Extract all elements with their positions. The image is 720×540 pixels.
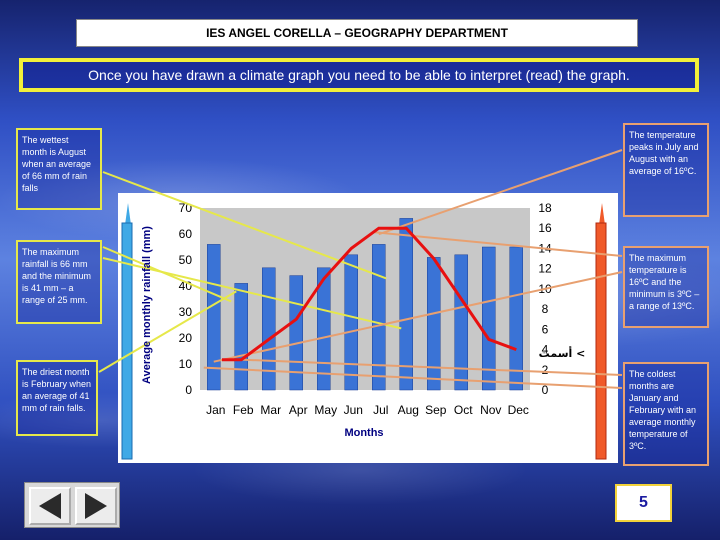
x-tick-label: Feb — [233, 403, 254, 417]
pointer-line-8 — [241, 358, 623, 376]
y-tick-label: 10 — [179, 357, 193, 371]
y2-tick-label: 16 — [538, 221, 552, 235]
header-title: IES ANGEL CORELLA – GEOGRAPHY DEPARTMENT — [206, 26, 508, 40]
navigation-controls — [24, 482, 120, 528]
rainfall-bar-oct — [454, 254, 468, 391]
x-tick-label: Apr — [289, 403, 308, 417]
x-tick-label: Aug — [398, 403, 419, 417]
rainfall-bar-dec — [509, 246, 523, 391]
pointer-line-9 — [203, 366, 623, 389]
rainfall-bar-nov — [482, 246, 496, 391]
note-coldest-text: The coldest months are January and Febru… — [629, 369, 697, 451]
y-tick-label: 20 — [179, 331, 193, 345]
y-tick-label: 50 — [179, 253, 193, 267]
rainfall-bar-jan — [207, 244, 221, 391]
note-wettest-text: The wettest month is August when an aver… — [22, 135, 92, 193]
x-tick-label: Oct — [454, 403, 473, 417]
rainfall-bar-aug — [399, 218, 413, 391]
note-temp-range-text: The maximum temperature is 16ºC and the … — [629, 253, 700, 311]
triangle-right-icon — [85, 493, 107, 519]
x-tick-label: May — [314, 403, 337, 417]
temp-thermometer-icon — [595, 203, 607, 460]
note-temp-peak: The temperature peaks in July and August… — [623, 123, 709, 217]
y-axis-label: Average monthly rainfall (mm) — [141, 226, 153, 384]
pointer-line-2 — [102, 246, 232, 303]
page-number-text: 5 — [639, 494, 648, 511]
pointer-line-7 — [213, 271, 623, 363]
note-driest-text: The driest month is February when an ave… — [22, 367, 92, 413]
y2-tick-label: 8 — [542, 302, 549, 316]
note-temp-peak-text: The temperature peaks in July and August… — [629, 130, 699, 176]
y2-tick-label: 6 — [542, 322, 549, 336]
instruction-banner: Once you have drawn a climate graph you … — [19, 58, 699, 92]
y-tick-label: 60 — [179, 227, 193, 241]
x-tick-label: Jun — [344, 403, 363, 417]
rainfall-bar-jun — [344, 254, 358, 391]
rainfall-bar-jul — [372, 244, 386, 391]
pointer-line-4 — [98, 290, 237, 373]
y2-tick-label: 12 — [538, 262, 552, 276]
y2-axis-label: أسمت < — [539, 346, 586, 360]
y-tick-label: 0 — [185, 383, 192, 397]
month-labels: Jan Feb Mar Apr May Jun Jul Aug Sep Oct Nov Dec — [206, 403, 529, 417]
y-tick-label: 30 — [179, 305, 193, 319]
note-rain-range-text: The maximum rainfall is 66 mm and the mi… — [22, 247, 92, 305]
page-header: IES ANGEL CORELLA – GEOGRAPHY DEPARTMENT — [76, 19, 638, 47]
plot-area — [200, 208, 530, 390]
x-tick-label: Nov — [480, 403, 501, 417]
x-tick-label: Jul — [373, 403, 388, 417]
y2-tick-label: 4 — [542, 343, 549, 357]
right-axis-ticks: 024681012141618 — [538, 201, 552, 397]
previous-button[interactable] — [29, 487, 71, 525]
note-rain-range: The maximum rainfall is 66 mm and the mi… — [16, 240, 102, 324]
page-number: 5 — [615, 484, 672, 522]
y2-tick-label: 18 — [538, 201, 552, 215]
rainfall-bar-sep — [427, 257, 441, 391]
rainfall-bar-may — [317, 267, 331, 391]
pointer-line-3 — [102, 257, 402, 330]
x-tick-label: Dec — [508, 403, 529, 417]
y2-tick-label: 0 — [542, 383, 549, 397]
pointer-line-6 — [374, 231, 623, 257]
x-tick-label: Jan — [206, 403, 225, 417]
x-axis-label: Months — [344, 427, 383, 439]
next-button[interactable] — [75, 487, 117, 525]
note-temp-range: The maximum temperature is 16ºC and the … — [623, 246, 709, 328]
pointer-line-5 — [378, 149, 623, 236]
x-tick-label: Sep — [425, 403, 447, 417]
triangle-left-icon — [39, 493, 61, 519]
x-tick-label: Mar — [260, 403, 281, 417]
rainfall-bar-feb — [234, 283, 248, 391]
note-wettest: The wettest month is August when an aver… — [16, 128, 102, 210]
note-driest: The driest month is February when an ave… — [16, 360, 98, 436]
rain-thermometer-icon — [121, 203, 133, 460]
y2-tick-label: 2 — [542, 363, 549, 377]
temperature-line — [222, 226, 517, 362]
note-coldest: The coldest months are January and Febru… — [623, 362, 709, 466]
banner-text: Once you have drawn a climate graph you … — [88, 67, 630, 83]
rainfall-bars — [207, 218, 523, 391]
